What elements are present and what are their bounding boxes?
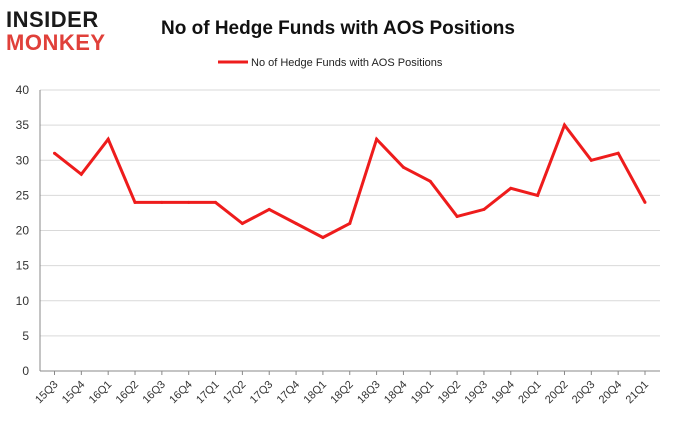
data-point — [240, 221, 244, 225]
y-tick-label: 30 — [16, 153, 30, 167]
x-tick-label: 17Q2 — [221, 379, 249, 407]
data-point — [267, 207, 271, 211]
legend: No of Hedge Funds with AOS Positions — [218, 57, 443, 69]
series — [53, 122, 647, 240]
data-point — [643, 200, 647, 204]
data-point — [589, 158, 593, 162]
x-tick-label: 20Q1 — [516, 379, 544, 407]
data-point — [321, 236, 325, 240]
x-tick-label: 18Q3 — [355, 379, 383, 407]
data-point — [562, 123, 566, 127]
data-point — [348, 221, 352, 225]
data-point — [294, 221, 298, 225]
data-point — [482, 207, 486, 211]
data-point — [375, 137, 379, 141]
x-tick-label: 19Q1 — [409, 379, 437, 407]
data-point — [214, 200, 218, 204]
y-tick-label: 15 — [16, 259, 30, 273]
logo-text-line2: MONKEY — [6, 30, 106, 55]
data-point — [187, 200, 191, 204]
x-tick-label: 19Q4 — [489, 379, 517, 407]
data-point — [106, 137, 110, 141]
chart-title: No of Hedge Funds with AOS Positions — [161, 18, 515, 39]
data-point — [428, 179, 432, 183]
legend-label: No of Hedge Funds with AOS Positions — [251, 57, 443, 69]
y-axis-ticks: 0 5 10 15 20 25 30 35 40 — [16, 83, 30, 378]
x-tick-label: 16Q1 — [87, 379, 115, 407]
x-tick-label: 21Q1 — [624, 379, 652, 407]
insider-monkey-logo: INSIDER MONKEY — [6, 7, 106, 55]
x-tick-label: 17Q1 — [194, 379, 222, 407]
x-tick-label: 16Q3 — [140, 379, 168, 407]
series-line — [53, 122, 647, 240]
x-tick-label: 19Q2 — [436, 379, 464, 407]
data-point — [401, 165, 405, 169]
x-tick-label: 15Q3 — [33, 379, 61, 407]
x-tick-label: 20Q2 — [543, 379, 571, 407]
x-tick-label: 18Q4 — [382, 379, 410, 407]
y-tick-label: 0 — [22, 364, 29, 378]
x-tick-label: 19Q3 — [463, 379, 491, 407]
gridlines — [40, 89, 660, 337]
x-tick-label: 20Q4 — [597, 379, 625, 407]
y-tick-label: 40 — [16, 83, 30, 97]
data-point — [509, 186, 513, 190]
x-tick-label: 16Q4 — [167, 379, 195, 407]
data-point — [79, 172, 83, 176]
y-tick-label: 25 — [16, 188, 30, 202]
data-point — [160, 200, 164, 204]
x-tick-label: 16Q2 — [114, 379, 142, 407]
data-point — [616, 151, 620, 155]
data-point — [536, 193, 540, 197]
logo-text-line1: INSIDER — [6, 7, 99, 32]
x-axis-ticks: 15Q3 15Q4 16Q1 16Q2 16Q3 16Q4 17Q1 17Q2 17Q3 17Q4… — [33, 379, 651, 407]
x-tick-label: 15Q4 — [60, 379, 88, 407]
x-tick-label: 20Q3 — [570, 379, 598, 407]
axes — [39, 90, 660, 375]
x-tick-label: 18Q2 — [328, 379, 356, 407]
y-tick-label: 35 — [16, 118, 30, 132]
data-point — [53, 151, 56, 155]
y-tick-label: 10 — [16, 294, 30, 308]
y-tick-label: 5 — [22, 329, 29, 343]
x-tick-label: 18Q1 — [302, 379, 330, 407]
x-tick-label: 17Q3 — [248, 379, 276, 407]
x-tick-label: 17Q4 — [275, 379, 303, 407]
y-tick-label: 20 — [16, 224, 30, 238]
data-point — [133, 200, 137, 204]
data-point — [455, 214, 459, 218]
